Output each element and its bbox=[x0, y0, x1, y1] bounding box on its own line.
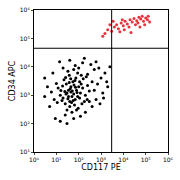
svg-text:10¹: 10¹ bbox=[20, 148, 31, 155]
svg-text:10²: 10² bbox=[20, 120, 31, 127]
svg-text:CD34 APC: CD34 APC bbox=[8, 60, 17, 101]
svg-text:10⁶: 10⁶ bbox=[163, 156, 174, 163]
svg-text:10⁵: 10⁵ bbox=[20, 35, 31, 42]
svg-text:10²: 10² bbox=[74, 156, 85, 163]
svg-text:10³: 10³ bbox=[96, 156, 107, 163]
svg-text:CD117 PE: CD117 PE bbox=[81, 163, 120, 172]
svg-text:10⁴: 10⁴ bbox=[20, 63, 31, 70]
svg-text:10⁶: 10⁶ bbox=[20, 6, 31, 13]
svg-text:10³: 10³ bbox=[20, 91, 31, 98]
svg-text:10⁰: 10⁰ bbox=[29, 156, 40, 163]
svg-text:10¹: 10¹ bbox=[51, 156, 62, 163]
svg-text:10⁴: 10⁴ bbox=[118, 156, 129, 163]
svg-text:10⁵: 10⁵ bbox=[141, 156, 152, 163]
